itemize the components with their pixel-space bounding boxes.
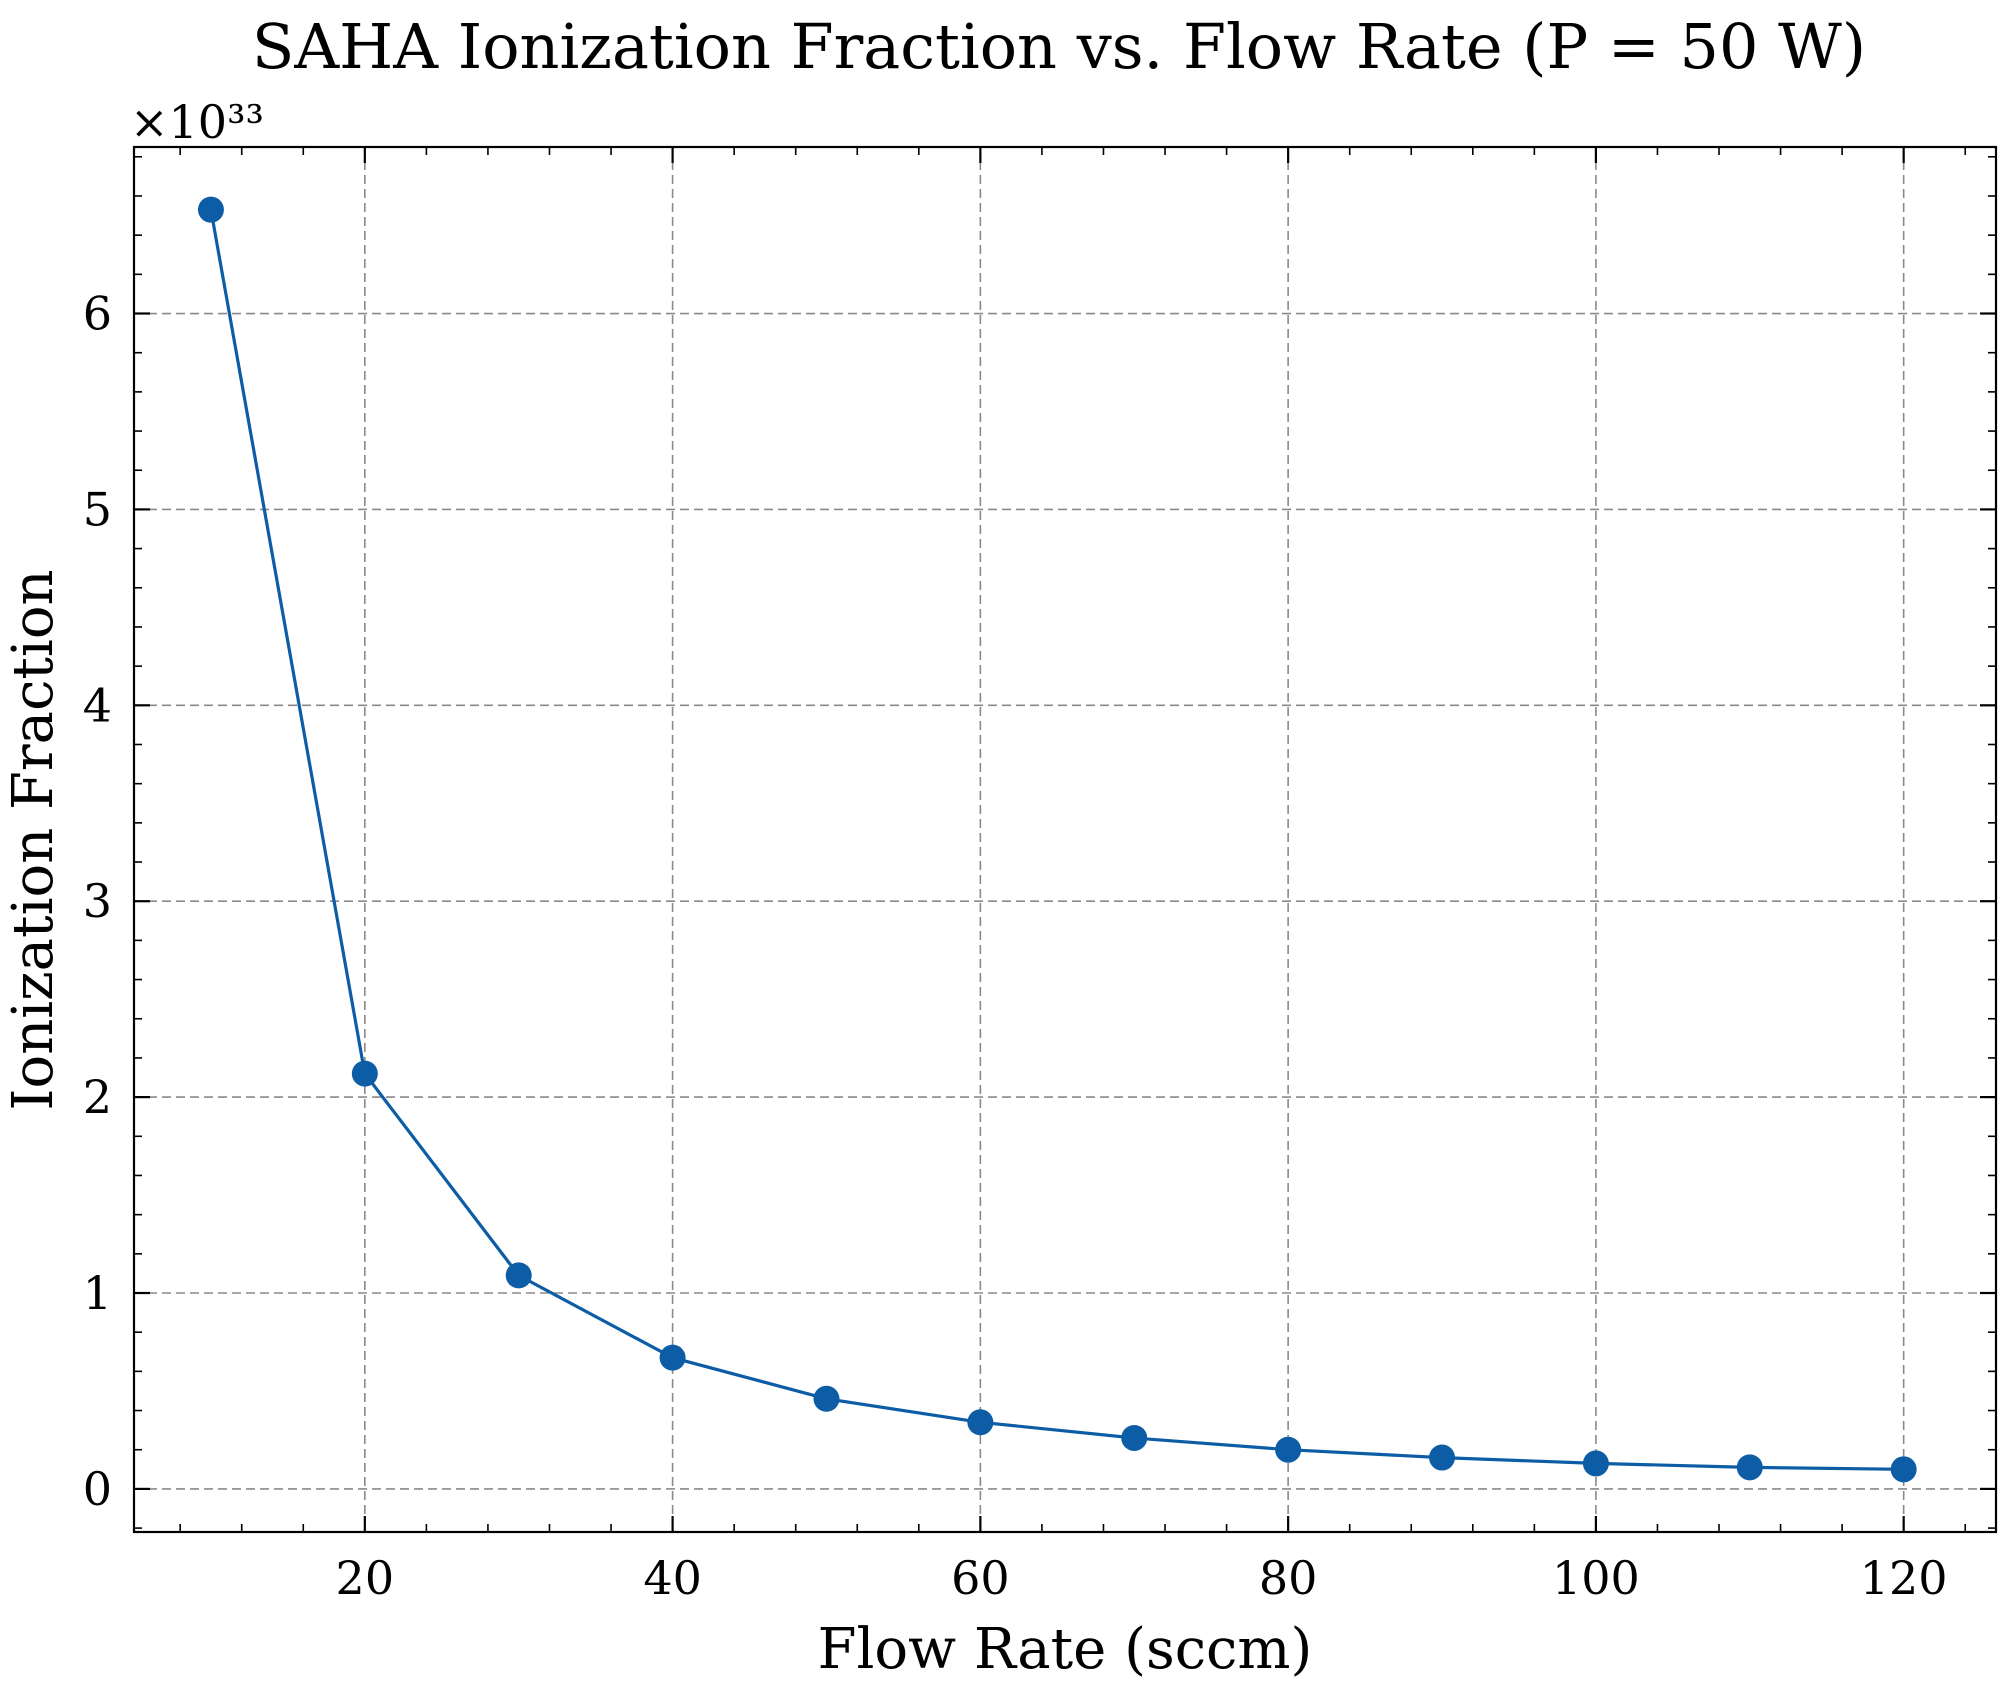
y-tick-label: 1 [83,1266,112,1320]
x-tick-label: 60 [951,1551,1010,1605]
minor-ticks [134,147,1996,1532]
y-axis-offset-label: ×10³³ [130,95,264,149]
data-point [1582,1450,1609,1477]
data-point [197,196,224,223]
chart-title: SAHA Ionization Fraction vs. Flow Rate (… [252,10,1866,83]
data-point [1890,1456,1917,1483]
x-tick-label: 100 [1552,1551,1640,1605]
data-point [505,1262,532,1289]
data-point [1429,1444,1456,1471]
y-axis-ticks: 0 1 2 3 4 5 6 [83,287,1996,1516]
x-tick-label: 20 [336,1551,395,1605]
series-group [197,196,1917,1483]
data-point [659,1344,686,1371]
data-point [351,1060,378,1087]
x-axis-ticks: 20 40 60 80 100 120 [336,147,1948,1605]
y-tick-label: 6 [83,287,112,341]
data-point [1121,1424,1148,1451]
plot-frame [132,145,1998,1534]
y-axis-label: Ionization Fraction [1,569,66,1110]
y-tick-label: 2 [83,1070,112,1124]
series-line [209,209,1904,1471]
data-point [967,1409,994,1436]
y-tick-label: 3 [83,874,112,928]
y-tick-label: 4 [83,678,112,732]
grid-lines [134,147,1996,1532]
x-tick-label: 40 [643,1551,702,1605]
data-point [813,1385,840,1412]
x-tick-label: 80 [1259,1551,1318,1605]
y-tick-label: 5 [83,482,112,536]
x-tick-label: 120 [1860,1551,1948,1605]
data-point [1275,1436,1302,1463]
x-axis-label: Flow Rate (sccm) [818,1617,1313,1682]
data-point [1736,1454,1763,1481]
y-tick-label: 0 [83,1462,112,1516]
